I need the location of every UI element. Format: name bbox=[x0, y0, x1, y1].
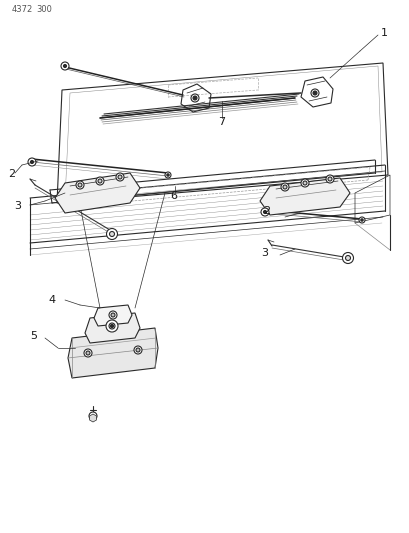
Circle shape bbox=[302, 181, 306, 185]
Polygon shape bbox=[94, 305, 132, 326]
Circle shape bbox=[89, 412, 97, 420]
Circle shape bbox=[78, 183, 82, 187]
Circle shape bbox=[84, 349, 92, 357]
Circle shape bbox=[28, 158, 36, 166]
Polygon shape bbox=[259, 178, 349, 215]
Circle shape bbox=[345, 255, 350, 261]
Text: 6: 6 bbox=[170, 191, 177, 201]
Circle shape bbox=[118, 175, 122, 179]
Polygon shape bbox=[85, 313, 139, 343]
Circle shape bbox=[261, 208, 268, 216]
Polygon shape bbox=[68, 328, 157, 378]
Circle shape bbox=[325, 175, 333, 183]
Circle shape bbox=[116, 173, 124, 181]
Circle shape bbox=[30, 160, 34, 164]
Circle shape bbox=[310, 89, 318, 97]
Circle shape bbox=[166, 174, 169, 176]
Circle shape bbox=[193, 96, 196, 100]
Text: 300: 300 bbox=[36, 4, 52, 13]
Circle shape bbox=[280, 183, 288, 191]
Circle shape bbox=[106, 320, 118, 332]
Circle shape bbox=[360, 219, 362, 221]
Text: 2: 2 bbox=[8, 169, 15, 179]
Text: 1: 1 bbox=[380, 28, 387, 38]
Circle shape bbox=[63, 64, 66, 68]
Circle shape bbox=[358, 217, 364, 223]
Circle shape bbox=[282, 185, 286, 189]
Circle shape bbox=[300, 179, 308, 187]
Circle shape bbox=[312, 91, 316, 95]
Circle shape bbox=[136, 348, 139, 352]
Circle shape bbox=[98, 179, 102, 183]
Text: 3: 3 bbox=[14, 201, 21, 211]
Circle shape bbox=[76, 181, 84, 189]
Circle shape bbox=[109, 231, 114, 237]
Circle shape bbox=[327, 177, 331, 181]
Circle shape bbox=[61, 62, 69, 70]
Circle shape bbox=[191, 94, 198, 102]
Circle shape bbox=[111, 313, 115, 317]
Polygon shape bbox=[55, 173, 139, 213]
Polygon shape bbox=[89, 414, 96, 422]
Circle shape bbox=[134, 346, 142, 354]
Text: 3: 3 bbox=[261, 248, 267, 258]
Circle shape bbox=[96, 177, 104, 185]
Text: 2: 2 bbox=[262, 206, 270, 216]
Circle shape bbox=[106, 229, 117, 239]
Text: 4: 4 bbox=[48, 295, 55, 305]
Text: 5: 5 bbox=[30, 331, 37, 341]
Text: 7: 7 bbox=[218, 117, 225, 127]
Circle shape bbox=[263, 211, 266, 214]
Text: 4372: 4372 bbox=[12, 4, 33, 13]
Circle shape bbox=[342, 253, 353, 263]
Circle shape bbox=[110, 325, 113, 327]
Circle shape bbox=[109, 311, 117, 319]
Circle shape bbox=[109, 323, 115, 329]
Circle shape bbox=[164, 172, 171, 178]
Circle shape bbox=[86, 351, 90, 355]
